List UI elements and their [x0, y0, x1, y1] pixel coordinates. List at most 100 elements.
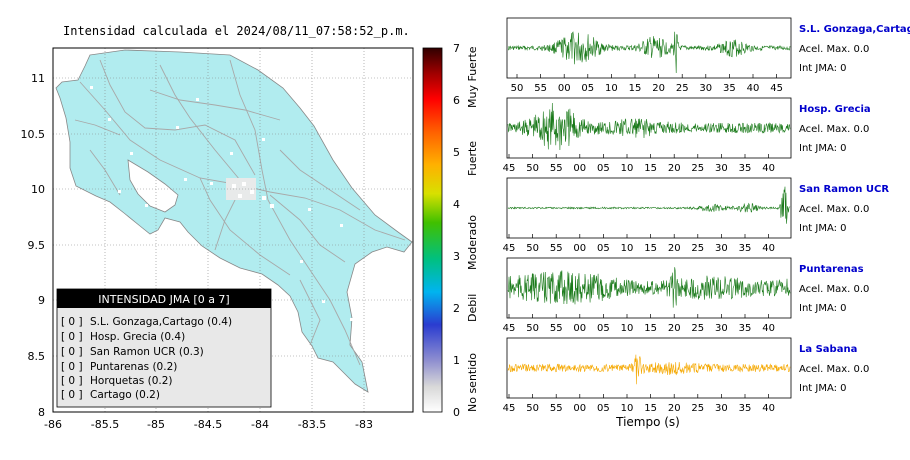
- waveform-trace: [507, 31, 791, 74]
- legend-level: [ 0 ]: [61, 316, 83, 328]
- waveform-tick: 20: [652, 83, 665, 94]
- waveform-tick: 35: [739, 323, 752, 334]
- colorbar-label: Moderado: [466, 215, 479, 270]
- waveform-tick: 40: [762, 163, 775, 174]
- legend-level: [ 0 ]: [61, 346, 83, 358]
- waveform-tick: 55: [534, 83, 547, 94]
- waveform-tick: 25: [691, 163, 704, 174]
- waveform-tick: 30: [715, 163, 728, 174]
- waveform-tick: 10: [621, 403, 634, 414]
- map-y-tick: 10: [31, 183, 45, 196]
- waveform-tick: 55: [550, 163, 563, 174]
- legend-entry: Hosp. Grecia (0.4): [90, 331, 185, 343]
- station-acel: Acel. Max. 0.0: [799, 364, 869, 375]
- waveform-tick: 30: [715, 403, 728, 414]
- waveform-tick: 00: [573, 323, 586, 334]
- map-y-tick: 11: [31, 72, 45, 85]
- waveform-tick: 35: [739, 163, 752, 174]
- map-y-tick: 10.5: [21, 128, 46, 141]
- station-name: San Ramon UCR: [799, 184, 889, 195]
- map-x-axis: -86 -85.5 -85 -84.5 -84 -83.5 -83: [44, 418, 373, 431]
- legend-entry: S.L. Gonzaga,Cartago (0.4): [90, 316, 232, 328]
- colorbar-tick: 5: [453, 146, 460, 159]
- waveform-tick: 40: [762, 243, 775, 254]
- waveform-tick: 05: [597, 403, 610, 414]
- station-acel: Acel. Max. 0.0: [799, 124, 869, 135]
- legend-level: [ 0 ]: [61, 389, 83, 401]
- colorbar-label: No sentido: [466, 353, 479, 412]
- colorbar-tick: 4: [453, 198, 460, 211]
- waveform-tick: 20: [668, 323, 681, 334]
- waveform-tick: 45: [770, 83, 783, 94]
- colorbar-label: Fuerte: [466, 141, 479, 176]
- station-acel: Acel. Max. 0.0: [799, 284, 869, 295]
- waveform-trace: [507, 267, 791, 308]
- waveform-tick: 15: [629, 83, 642, 94]
- waveform-tick: 10: [621, 163, 634, 174]
- waveform-tick: 35: [739, 243, 752, 254]
- waveform-tick: 25: [676, 83, 689, 94]
- waveform-tick: 50: [526, 403, 539, 414]
- map-x-tick: -84: [251, 418, 269, 431]
- waveform-tick: 45: [503, 323, 516, 334]
- legend-level: [ 0 ]: [61, 375, 83, 387]
- legend-entry: Puntarenas (0.2): [90, 361, 177, 373]
- waveform-trace: [507, 354, 791, 385]
- waveform-tick: 35: [723, 83, 736, 94]
- waveform-tick: 50: [526, 323, 539, 334]
- waveform-tick: 05: [597, 243, 610, 254]
- station-int: Int JMA: 0: [799, 223, 847, 234]
- legend-title: INTENSIDAD JMA [0 a 7]: [98, 293, 229, 306]
- colorbar: 0 1 2 3 4 5 6 7 No sentido Debil Moderad…: [422, 42, 479, 419]
- waveform-tick: 45: [503, 243, 516, 254]
- waveform-tick: 10: [621, 323, 634, 334]
- waveform-tick: 20: [668, 243, 681, 254]
- waveform-tick: 40: [762, 403, 775, 414]
- waveform-tick: 50: [511, 83, 524, 94]
- gulf-of-nicoya: [127, 159, 179, 213]
- waveform-tick: 20: [668, 403, 681, 414]
- map-y-tick: 9.5: [28, 239, 46, 252]
- station-name: Puntarenas: [799, 264, 864, 275]
- waveform-trace: [507, 102, 791, 151]
- map-x-tick: -84.5: [194, 418, 222, 431]
- waveform-tick: 00: [573, 163, 586, 174]
- time-axis-label: Tiempo (s): [615, 415, 680, 429]
- waveform-tick: 40: [747, 83, 760, 94]
- colorbar-label: Muy Fuerte: [466, 46, 479, 108]
- waveform-tick: 50: [526, 243, 539, 254]
- waveform-tick: 30: [715, 243, 728, 254]
- colorbar-tick: 1: [453, 354, 460, 367]
- station-int: Int JMA: 0: [799, 383, 847, 394]
- waveform-tick: 55: [550, 323, 563, 334]
- waveform-tick: 25: [691, 323, 704, 334]
- waveform-tick: 40: [762, 323, 775, 334]
- colorbar-tick: 0: [453, 406, 460, 419]
- colorbar-tick: 6: [453, 94, 460, 107]
- waveform-tick: 45: [503, 163, 516, 174]
- map-frame: [52, 47, 414, 413]
- colorbar-label: Debil: [466, 294, 479, 322]
- map-title: Intensidad calculada el 2024/08/11_07:58…: [63, 24, 410, 38]
- waveform-tick: 30: [715, 323, 728, 334]
- waveform-tick: 50: [526, 163, 539, 174]
- legend-entry: San Ramon UCR (0.3): [90, 346, 204, 358]
- costa-rica-landmass: [55, 49, 413, 393]
- legend-entry: Horquetas (0.2): [90, 375, 172, 387]
- waveform-tick: 25: [691, 403, 704, 414]
- waveform-tick: 00: [573, 243, 586, 254]
- waveform-tick: 00: [573, 403, 586, 414]
- waveform-tick: 10: [621, 243, 634, 254]
- waveform-tick: 15: [644, 403, 657, 414]
- legend-entry: Cartago (0.2): [90, 389, 160, 401]
- map-x-tick: -86: [44, 418, 62, 431]
- colorbar-tick: 3: [453, 250, 460, 263]
- waveform-panels: 50 55 00 05 10 15 20 25 30 35 40 45 S.L. Gonzaga,Car…: [503, 17, 910, 414]
- waveform-tick: 15: [644, 243, 657, 254]
- station-acel: Acel. Max. 0.0: [799, 204, 869, 215]
- map-y-tick: 8: [38, 406, 45, 419]
- station-int: Int JMA: 0: [799, 143, 847, 154]
- waveform-tick: 55: [550, 403, 563, 414]
